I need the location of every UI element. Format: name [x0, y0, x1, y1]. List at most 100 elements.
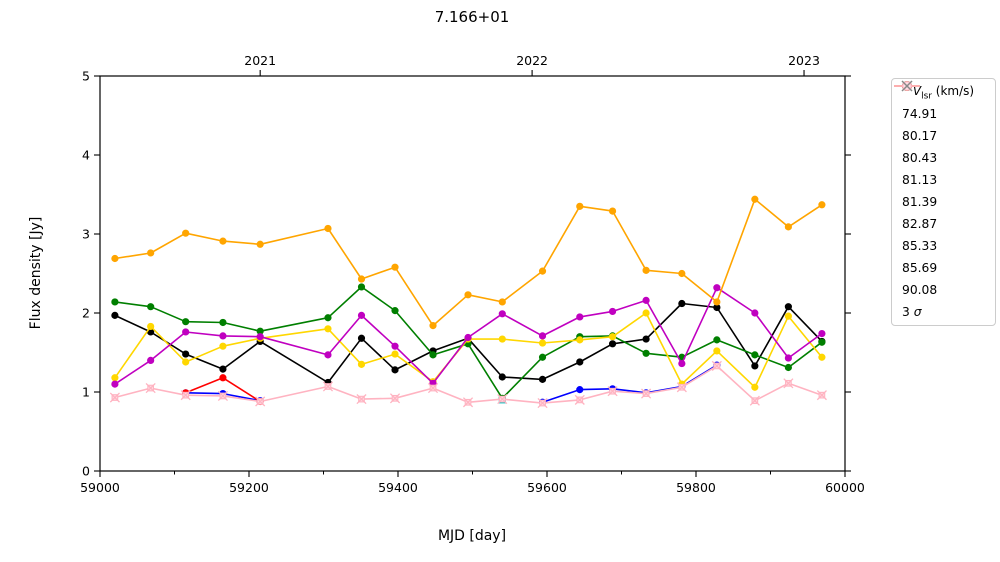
data-point: [678, 269, 686, 278]
data-point: [391, 263, 399, 271]
data-point: [219, 318, 227, 327]
year-tick-label: 2023: [788, 53, 820, 68]
data-point: [498, 373, 506, 381]
data-point: [182, 229, 190, 237]
data-point: [147, 356, 155, 364]
legend-title-sub: lsr: [921, 91, 932, 102]
data-point: [111, 380, 119, 388]
x-mark: [749, 395, 760, 406]
data-point: [357, 283, 366, 291]
x-tick-label: 59800: [676, 480, 716, 495]
legend-entry-81.13: 81.13: [892, 81, 995, 191]
data-point: [429, 322, 437, 330]
x-tick-label: 60000: [825, 480, 865, 495]
x-mark: [389, 393, 401, 404]
data-point: [608, 340, 617, 348]
x-axis-label: MJD [day]: [437, 528, 507, 544]
data-point: [111, 374, 119, 382]
data-point: [391, 366, 399, 374]
legend-entry-80.43-label: 80.43: [902, 151, 938, 166]
data-point: [678, 299, 686, 308]
data-point: [182, 328, 190, 336]
data-point: [357, 360, 366, 368]
legend-entry-3-sigma-marker: [901, 80, 913, 92]
data-point: [538, 375, 547, 383]
data-point: [219, 237, 227, 245]
legend-entry-3-sigma-label: 3 σ: [902, 305, 922, 320]
data-point: [608, 307, 617, 316]
x-mark: [427, 382, 439, 394]
data-point: [751, 351, 759, 359]
data-point: [147, 322, 155, 331]
x-mark: [462, 397, 474, 408]
series-line-90.08: [114, 365, 823, 404]
series-line-85.69: [114, 198, 823, 327]
data-point: [576, 358, 584, 366]
legend-entry-74.91-label: 74.91: [902, 107, 938, 122]
data-point: [713, 347, 721, 355]
data-point: [147, 249, 155, 257]
data-point: [357, 334, 366, 342]
data-point: [357, 311, 366, 319]
data-point: [324, 224, 332, 233]
y-axis-label: Flux density [Jy]: [28, 216, 44, 330]
data-point: [818, 338, 826, 346]
x-mark: [356, 394, 367, 405]
y-tick-label: 3: [82, 226, 90, 241]
data-point: [784, 312, 792, 320]
data-point: [324, 314, 332, 322]
legend-entry-85.33: 85.33: [892, 81, 995, 257]
data-point: [784, 354, 792, 362]
y-tick-label: 4: [82, 147, 90, 162]
data-point: [713, 298, 721, 306]
legend-title: Vlsr (km/s): [892, 84, 995, 101]
legend-entry-81.39-label: 81.39: [902, 195, 938, 210]
data-point: [498, 335, 506, 343]
x-mark: [607, 386, 618, 397]
legend-entry-74.91: 74.91: [892, 81, 995, 125]
year-tick-label: 2021: [244, 53, 276, 68]
data-point: [498, 298, 506, 306]
legend-title-v: V: [912, 84, 922, 98]
x-tick-label: 59000: [80, 480, 120, 495]
x-tick-label: 59400: [378, 480, 418, 495]
x-mark: [711, 360, 722, 371]
data-point: [219, 332, 227, 340]
data-point: [751, 362, 759, 370]
data-point: [538, 267, 547, 275]
data-point: [784, 223, 792, 231]
data-point: [391, 307, 399, 315]
data-point: [219, 365, 227, 373]
legend-entry-80.43: 80.43: [892, 81, 995, 169]
y-tick-label: 2: [82, 305, 90, 320]
data-point: [324, 351, 332, 359]
series-line-80.17: [185, 364, 718, 404]
legend-entry-85.33-label: 85.33: [902, 239, 938, 254]
data-point: [498, 310, 506, 318]
data-point: [111, 298, 119, 306]
data-point: [464, 333, 472, 342]
data-point: [608, 207, 617, 215]
series-line-81.39: [114, 312, 823, 389]
data-point: [642, 335, 650, 343]
legend-entry-3-sigma: 3 σ: [892, 80, 995, 323]
data-point: [576, 386, 584, 394]
data-point: [751, 383, 759, 391]
x-mark: [497, 394, 508, 405]
x-tick-label: 59200: [229, 480, 269, 495]
x-mark: [574, 394, 585, 405]
data-point: [751, 195, 759, 203]
data-point: [182, 350, 190, 358]
data-point: [576, 202, 584, 210]
series-line-81.13: [114, 286, 823, 400]
data-point: [256, 333, 264, 341]
data-point: [608, 333, 617, 341]
x-mark: [537, 398, 548, 409]
x-mark: [109, 392, 120, 403]
legend-entry-82.87: 82.87: [892, 81, 995, 235]
legend-items: 74.91 80.17 80.43 81.13 81.39 82.87 85.33 85.69…: [892, 80, 995, 323]
y-tick-label: 0: [82, 463, 90, 478]
x-mark: [180, 390, 191, 401]
